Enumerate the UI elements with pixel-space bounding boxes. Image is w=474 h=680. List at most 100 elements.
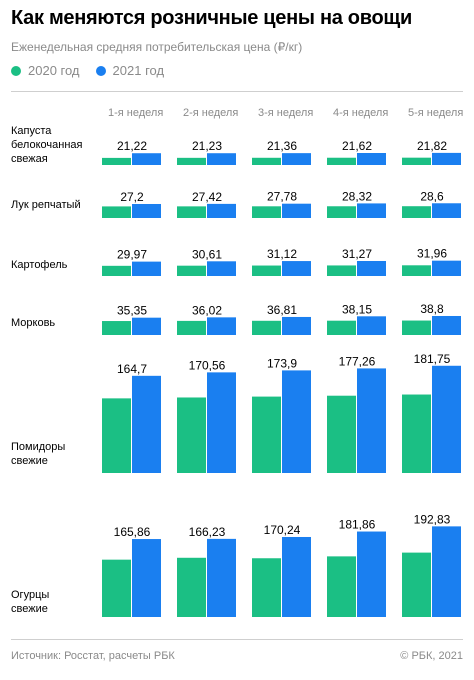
bar-2020 — [177, 157, 206, 165]
row-label: Картофель — [11, 259, 68, 271]
data-label-2021: 181,75 — [414, 352, 451, 366]
legend-dot-2020 — [11, 65, 21, 76]
week-header: 4-я неделя — [333, 107, 388, 119]
bar-2020 — [252, 265, 281, 276]
data-label-2021: 173,9 — [267, 356, 297, 370]
bar-2021 — [357, 153, 386, 165]
legend-item-2020: 2020 год — [11, 63, 80, 78]
row-label: Морковь — [11, 317, 55, 329]
bar-2020 — [252, 157, 281, 165]
data-label-2021: 164,7 — [117, 362, 147, 376]
data-label-2021: 31,96 — [417, 247, 447, 261]
top-rule — [11, 91, 463, 92]
bar-2020 — [402, 394, 431, 473]
data-label-2021: 21,36 — [267, 139, 297, 153]
row-label: Помидоры — [11, 441, 65, 453]
week-header: 3-я неделя — [258, 107, 313, 119]
row-label: свежая — [11, 153, 48, 165]
bottom-rule — [11, 639, 463, 640]
chart: 1-я неделя 2-я неделя 3-я неделя 4-я неделя… — [11, 107, 463, 617]
bar-2021 — [132, 203, 161, 218]
data-label-2021: 165,86 — [114, 525, 151, 539]
data-label-2021: 27,42 — [192, 190, 222, 204]
page-title: Как меняются розничные цены на овощи — [11, 7, 412, 29]
bar-2020 — [102, 157, 131, 165]
bar-2021 — [432, 203, 461, 218]
bar-2020 — [177, 206, 206, 218]
data-label-2021: 30,61 — [192, 247, 222, 261]
bar-2020 — [177, 320, 206, 335]
row-label: Огурцы — [11, 589, 49, 601]
bar-2021 — [357, 368, 386, 473]
bar-2021 — [132, 153, 161, 165]
bar-2021 — [432, 260, 461, 276]
data-label-2021: 21,82 — [417, 139, 447, 153]
data-label-2021: 21,62 — [342, 139, 372, 153]
bar-2020 — [402, 206, 431, 218]
data-label-2021: 31,12 — [267, 247, 297, 261]
data-label-2021: 38,8 — [420, 302, 444, 316]
bar-2020 — [402, 157, 431, 165]
week-header: 2-я неделя — [183, 107, 238, 119]
week-header: 1-я неделя — [108, 107, 163, 119]
bar-2020 — [252, 320, 281, 335]
data-label-2021: 181,86 — [339, 518, 376, 532]
data-label-2021: 35,35 — [117, 304, 147, 318]
bar-2021 — [132, 261, 161, 276]
row-label: свежие — [11, 603, 48, 615]
bar-2021 — [207, 538, 236, 617]
bar-2021 — [432, 526, 461, 617]
bar-2021 — [207, 372, 236, 473]
bar-2020 — [327, 265, 356, 276]
bar-2020 — [177, 397, 206, 473]
bar-2021 — [282, 316, 311, 335]
bar-2021 — [132, 375, 161, 473]
data-label-2021: 166,23 — [189, 525, 226, 539]
bar-2021 — [207, 317, 236, 335]
bar-2021 — [282, 203, 311, 218]
data-label-2021: 28,6 — [420, 189, 444, 203]
data-label-2021: 28,32 — [342, 189, 372, 203]
bar-2021 — [282, 536, 311, 617]
source-note: Источник: Росстат, расчеты РБК — [11, 650, 175, 662]
bar-2020 — [402, 265, 431, 276]
bar-2020 — [327, 206, 356, 218]
bar-2021 — [357, 203, 386, 218]
bar-2020 — [327, 395, 356, 473]
legend-label-2020: 2020 год — [28, 63, 80, 78]
bar-2020 — [402, 552, 431, 617]
data-label-2021: 170,56 — [189, 358, 226, 372]
data-label-2021: 27,2 — [120, 190, 144, 204]
bar-2020 — [177, 265, 206, 276]
bar-2020 — [327, 320, 356, 335]
bar-2021 — [357, 531, 386, 617]
page-subtitle: Еженедельная средняя потребительская цен… — [11, 40, 303, 54]
legend-dot-2021 — [95, 65, 106, 76]
data-label-2021: 170,24 — [264, 523, 301, 537]
row-label: свежие — [11, 455, 48, 467]
data-label-2021: 21,23 — [192, 139, 222, 153]
bar-2021 — [282, 153, 311, 165]
week-header: 5-я неделя — [408, 107, 463, 119]
bar-2021 — [132, 317, 161, 335]
legend-label-2021: 2021 год — [112, 63, 165, 78]
row-label: Капуста — [11, 125, 52, 137]
bar-2021 — [207, 153, 236, 165]
legend-item-2021: 2021 год — [95, 63, 165, 78]
bar-2021 — [432, 365, 461, 473]
data-label-2021: 31,27 — [342, 247, 372, 261]
bar-2020 — [252, 558, 281, 617]
data-label-2021: 192,83 — [414, 512, 451, 526]
data-label-2021: 36,81 — [267, 303, 297, 317]
bar-2021 — [357, 260, 386, 276]
bar-2020 — [102, 265, 131, 276]
bar-2020 — [102, 398, 131, 473]
bar-2020 — [327, 157, 356, 165]
bar-2020 — [252, 396, 281, 473]
copyright: © РБК, 2021 — [400, 650, 463, 662]
bar-2020 — [402, 320, 431, 335]
row-label: Лук репчатый — [11, 199, 81, 211]
data-label-2021: 177,26 — [339, 354, 376, 368]
bar-2020 — [177, 557, 206, 617]
data-label-2021: 36,02 — [192, 303, 222, 317]
